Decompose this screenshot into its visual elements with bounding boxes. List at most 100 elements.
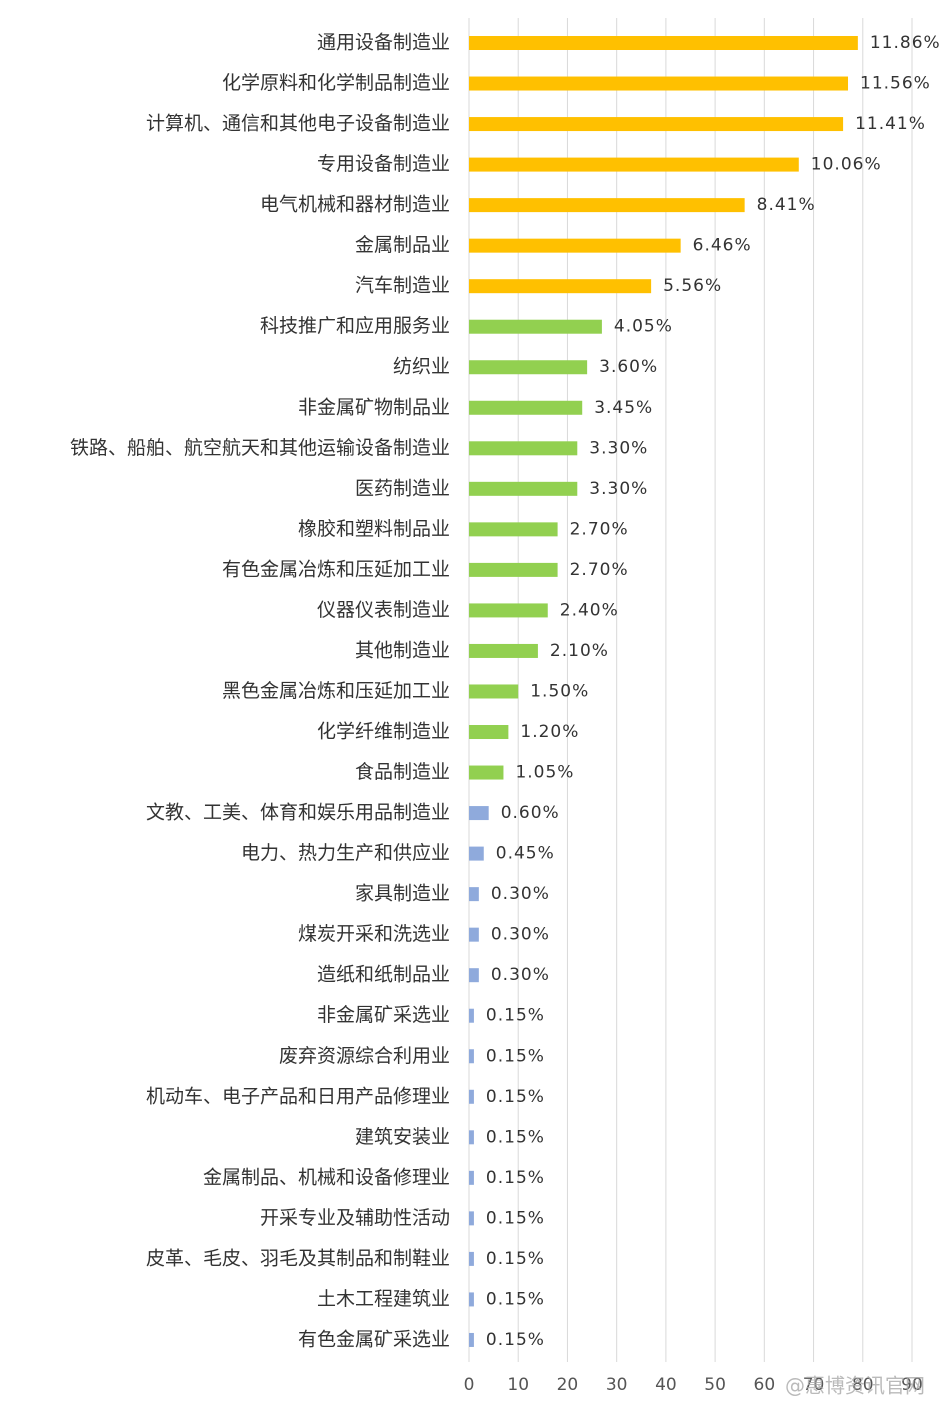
bar — [469, 1049, 474, 1064]
category-label: 其他制造业 — [355, 639, 450, 661]
value-label: 5.56% — [663, 276, 722, 296]
bar — [469, 806, 489, 821]
bar — [469, 684, 519, 699]
bar — [469, 1130, 474, 1145]
bar — [469, 36, 858, 50]
bar — [469, 887, 479, 902]
value-label: 0.15% — [486, 1289, 545, 1309]
value-label: 11.56% — [860, 74, 931, 94]
category-label: 家具制造业 — [355, 883, 450, 905]
value-label: 1.05% — [515, 763, 574, 783]
category-label: 铁路、船舶、航空航天和其他运输设备制造业 — [70, 437, 450, 459]
bar — [469, 117, 844, 132]
bar — [469, 441, 578, 456]
value-label: 0.30% — [491, 965, 550, 985]
bar — [469, 1089, 474, 1104]
value-label: 11.41% — [855, 114, 926, 134]
category-label: 化学原料和化学制品制造业 — [222, 72, 450, 94]
category-label: 有色金属冶炼和压延加工业 — [222, 558, 450, 580]
x-tick-label: 90 — [901, 1375, 923, 1395]
category-label: 电气机械和器材制造业 — [260, 194, 450, 216]
bar — [469, 1292, 474, 1307]
x-tick-label: 70 — [803, 1375, 825, 1395]
category-label: 皮革、毛皮、羽毛及其制品和制鞋业 — [146, 1247, 450, 1269]
value-label: 0.15% — [486, 1006, 545, 1026]
x-tick-label: 30 — [606, 1375, 628, 1395]
bar — [469, 1211, 474, 1226]
value-label: 0.45% — [496, 844, 555, 864]
bar — [469, 198, 745, 213]
value-label: 8.41% — [757, 195, 816, 215]
bar — [469, 360, 588, 375]
category-label: 有色金属矿采选业 — [298, 1328, 450, 1350]
value-label: 2.70% — [570, 560, 629, 580]
value-label: 6.46% — [693, 236, 752, 256]
x-tick-label: 20 — [557, 1375, 579, 1395]
value-label: 0.15% — [486, 1330, 545, 1350]
category-label: 专用设备制造业 — [317, 153, 450, 175]
bar — [469, 603, 548, 618]
bar — [469, 400, 583, 415]
value-label: 1.50% — [530, 681, 589, 701]
value-label: 0.15% — [486, 1127, 545, 1147]
category-label: 食品制造业 — [355, 761, 450, 783]
category-label: 通用设备制造业 — [317, 32, 450, 54]
value-label: 0.30% — [491, 884, 550, 904]
value-label: 2.40% — [560, 600, 619, 620]
bar — [469, 1251, 474, 1266]
category-label: 橡胶和塑料制品业 — [298, 518, 450, 540]
value-label: 0.15% — [486, 1249, 545, 1269]
category-label: 文教、工美、体育和娱乐用品制造业 — [146, 802, 450, 824]
value-label: 0.15% — [486, 1208, 545, 1228]
value-label: 0.15% — [486, 1046, 545, 1066]
value-label: 11.86% — [870, 33, 941, 53]
bar — [469, 1008, 474, 1023]
category-label: 汽车制造业 — [355, 275, 450, 297]
category-label: 机动车、电子产品和日用产品修理业 — [146, 1085, 450, 1107]
x-tick-label: 40 — [655, 1375, 677, 1395]
value-label: 2.70% — [570, 519, 629, 539]
value-label: 3.30% — [589, 438, 648, 458]
bar — [469, 643, 538, 658]
category-label: 纺织业 — [393, 356, 450, 378]
value-label: 0.30% — [491, 925, 550, 945]
bar — [469, 1332, 474, 1347]
category-label: 金属制品业 — [355, 234, 450, 256]
watermark: @惠博资讯官网 — [785, 1374, 925, 1398]
bar — [469, 481, 578, 496]
x-tick-label: 60 — [754, 1375, 776, 1395]
category-label: 医药制造业 — [355, 477, 450, 499]
value-label: 0.15% — [486, 1168, 545, 1188]
category-label: 废弃资源综合利用业 — [279, 1045, 450, 1067]
value-label: 2.10% — [550, 641, 609, 661]
bar — [469, 968, 479, 983]
bar — [469, 76, 849, 91]
x-tick-label: 80 — [852, 1375, 874, 1395]
x-tick-label: 0 — [464, 1375, 475, 1395]
value-label: 3.30% — [589, 479, 648, 499]
category-label: 科技推广和应用服务业 — [260, 315, 450, 337]
value-label: 0.60% — [501, 803, 560, 823]
bar — [469, 279, 652, 294]
value-label: 3.45% — [594, 398, 653, 418]
bar — [469, 846, 484, 861]
category-label: 电力、热力生产和供应业 — [241, 842, 450, 864]
bar — [469, 562, 558, 577]
category-label: 金属制品、机械和设备修理业 — [203, 1166, 450, 1188]
category-label: 计算机、通信和其他电子设备制造业 — [146, 113, 450, 135]
category-label: 开采专业及辅助性活动 — [260, 1207, 450, 1229]
bar — [469, 522, 558, 537]
value-label: 4.05% — [614, 317, 673, 337]
bar — [469, 927, 479, 942]
value-label: 10.06% — [811, 155, 882, 175]
category-label: 黑色金属冶炼和压延加工业 — [222, 680, 450, 702]
category-label: 化学纤维制造业 — [317, 721, 450, 743]
category-label: 非金属矿物制品业 — [298, 396, 450, 418]
x-tick-label: 10 — [507, 1375, 529, 1395]
value-label: 0.15% — [486, 1087, 545, 1107]
category-label: 土木工程建筑业 — [317, 1288, 450, 1310]
value-label: 3.60% — [599, 357, 658, 377]
bar — [469, 765, 504, 780]
bar — [469, 238, 681, 253]
